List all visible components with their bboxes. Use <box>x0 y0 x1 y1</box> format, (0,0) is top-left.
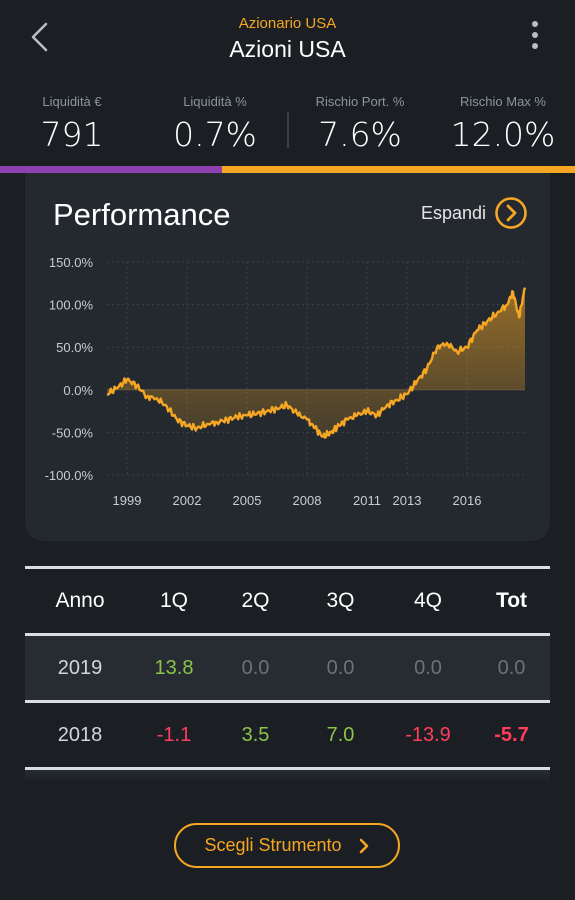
stat-label: Liquidità € <box>42 94 102 109</box>
stat-value: 7.6% <box>318 115 402 154</box>
expand-label: Espandi <box>420 202 486 223</box>
page-title: Azioni USA <box>229 36 346 62</box>
cell-q1: 13.8 <box>154 656 194 679</box>
stat-divider <box>287 112 289 148</box>
more-menu-button[interactable] <box>524 16 546 56</box>
cell-year: 2019 <box>57 656 103 679</box>
performance-line <box>106 287 527 439</box>
app-header: Azionario USA Azioni USA <box>0 0 575 85</box>
header-q4: 4Q <box>413 589 442 612</box>
table-divider <box>25 767 550 770</box>
x-tick-label: 2005 <box>233 493 262 508</box>
liquidity-bar <box>0 166 222 173</box>
stat-liquidity-eur: Liquidità € 791 <box>2 88 142 154</box>
chevron-right-icon <box>359 838 368 853</box>
stat-label: Rischio Port. % <box>315 94 405 109</box>
stat-label: Liquidità % <box>183 94 247 109</box>
performance-title: Performance <box>53 197 231 232</box>
header-q1: 1Q <box>159 589 188 612</box>
stat-label: Rischio Max % <box>460 94 546 109</box>
cell-q2: 3.5 <box>241 723 270 746</box>
chevron-left-icon <box>31 22 48 52</box>
category-subtitle: Azionario USA <box>238 15 337 32</box>
performance-card: 150.0% 100.0% 50.0% 0.0% -50.0% -100.0% 1999 20… <box>25 173 550 541</box>
cell-year: 2018 <box>57 723 103 746</box>
header-q3: 3Q <box>326 589 355 612</box>
table-divider <box>25 633 550 636</box>
cell-q4: 0.0 <box>414 656 442 679</box>
table-row: 2019 13.8 0.0 0.0 0.0 0.0 <box>25 636 550 700</box>
performance-chart: 150.0% 100.0% 50.0% 0.0% -50.0% -100.0% 1999 20… <box>45 255 527 508</box>
stat-liquidity-pct: Liquidità % 0.7% <box>145 88 285 154</box>
quarterly-returns-table: Anno 1Q 2Q 3Q 4Q Tot 2019 13.8 0.0 0.0 0… <box>25 566 550 782</box>
stat-value: 791 <box>40 115 104 154</box>
cell-total: -5.7 <box>494 723 529 746</box>
choose-instrument-label: Scegli Strumento <box>204 835 342 855</box>
table-fade <box>25 770 550 782</box>
portfolio-stats: Liquidità € 791 Liquidità % 0.7% Rischio… <box>0 88 575 166</box>
stat-max-risk: Rischio Max % 12.0% <box>433 88 573 154</box>
y-tick-label: 0.0% <box>63 383 93 398</box>
header-q2: 2Q <box>241 589 270 612</box>
header-total: Tot <box>495 589 528 612</box>
choose-instrument-button[interactable]: Scegli Strumento <box>174 823 400 868</box>
header-year: Anno <box>55 589 105 612</box>
cell-q2: 0.0 <box>241 656 270 679</box>
y-tick-label: 50.0% <box>56 340 93 355</box>
performance-area <box>107 287 525 438</box>
expand-button[interactable]: Espandi <box>421 195 528 231</box>
x-tick-label: 2008 <box>293 493 322 508</box>
x-tick-label: 1999 <box>113 493 142 508</box>
table-divider <box>25 566 550 569</box>
x-tick-label: 2011 <box>353 493 381 508</box>
y-tick-label: -50.0% <box>52 425 94 440</box>
x-tick-label: 2016 <box>453 493 482 508</box>
table-row: 2018 -1.1 3.5 7.0 -13.9 -5.7 <box>25 703 550 767</box>
x-tick-label: 2002 <box>173 493 202 508</box>
stat-value: 12.0% <box>450 115 556 154</box>
cell-q4: -13.9 <box>405 723 451 746</box>
stat-portfolio-risk: Rischio Port. % 7.6% <box>290 88 430 154</box>
cell-q3: 0.0 <box>326 656 355 679</box>
more-vertical-icon <box>532 21 538 49</box>
y-tick-label: 100.0% <box>49 298 94 313</box>
x-tick-label: 2013 <box>393 493 422 508</box>
cell-q3: 7.0 <box>326 723 355 746</box>
chevron-right-circle-icon <box>495 197 527 229</box>
back-button[interactable] <box>26 20 56 54</box>
table-header-row: Anno 1Q 2Q 3Q 4Q Tot <box>25 569 550 633</box>
y-tick-label: 150.0% <box>49 255 94 270</box>
table-divider <box>25 700 550 703</box>
y-tick-label: -100.0% <box>45 468 94 483</box>
cell-q1: -1.1 <box>156 723 192 746</box>
stat-value: 0.7% <box>173 115 257 154</box>
invested-bar <box>222 166 575 173</box>
cell-total: 0.0 <box>497 656 526 679</box>
